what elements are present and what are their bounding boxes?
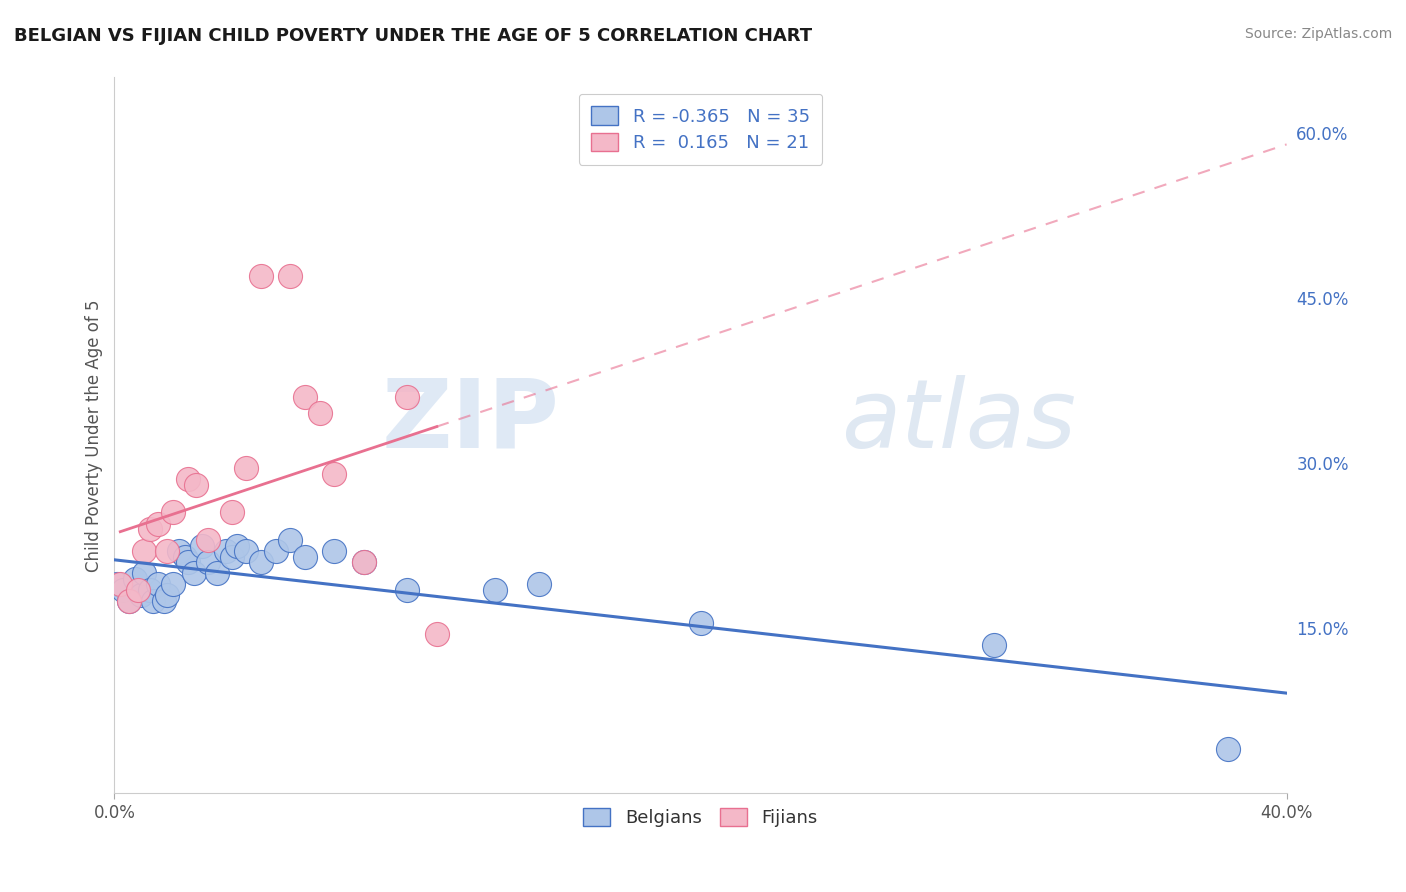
Point — [162, 506, 184, 520]
Point — [226, 539, 249, 553]
Text: ZIP: ZIP — [382, 375, 560, 467]
Point — [529, 577, 551, 591]
Legend: Belgians, Fijians: Belgians, Fijians — [576, 801, 825, 834]
Point — [118, 593, 141, 607]
Point — [176, 555, 198, 569]
Point — [167, 544, 190, 558]
Point — [323, 544, 346, 558]
Point — [250, 268, 273, 283]
Y-axis label: Child Poverty Under the Age of 5: Child Poverty Under the Age of 5 — [86, 299, 103, 572]
Point — [124, 572, 146, 586]
Point — [689, 615, 711, 630]
Point — [191, 539, 214, 553]
Point — [221, 549, 243, 564]
Point — [235, 461, 257, 475]
Point — [105, 577, 128, 591]
Point — [173, 549, 195, 564]
Point — [129, 588, 152, 602]
Point — [278, 268, 301, 283]
Point — [197, 555, 219, 569]
Point — [215, 544, 238, 558]
Point — [186, 478, 208, 492]
Point — [294, 390, 316, 404]
Point — [162, 577, 184, 591]
Point — [112, 582, 135, 597]
Point — [176, 473, 198, 487]
Point — [148, 516, 170, 531]
Point — [153, 593, 176, 607]
Point — [132, 566, 155, 580]
Point — [197, 533, 219, 547]
Point — [278, 533, 301, 547]
Point — [148, 577, 170, 591]
Point — [118, 593, 141, 607]
Text: Source: ZipAtlas.com: Source: ZipAtlas.com — [1244, 27, 1392, 41]
Point — [205, 566, 228, 580]
Point — [156, 544, 179, 558]
Point — [1216, 742, 1239, 756]
Text: BELGIAN VS FIJIAN CHILD POVERTY UNDER THE AGE OF 5 CORRELATION CHART: BELGIAN VS FIJIAN CHILD POVERTY UNDER TH… — [14, 27, 813, 45]
Point — [250, 555, 273, 569]
Point — [353, 555, 375, 569]
Point — [183, 566, 205, 580]
Point — [132, 544, 155, 558]
Text: atlas: atlas — [841, 375, 1076, 467]
Point — [141, 593, 163, 607]
Point — [110, 577, 132, 591]
Point — [294, 549, 316, 564]
Point — [127, 582, 149, 597]
Point — [235, 544, 257, 558]
Point — [484, 582, 506, 597]
Point — [396, 582, 419, 597]
Point — [221, 506, 243, 520]
Point — [138, 582, 160, 597]
Point — [264, 544, 287, 558]
Point — [426, 626, 449, 640]
Point — [323, 467, 346, 481]
Point — [156, 588, 179, 602]
Point — [983, 638, 1005, 652]
Point — [396, 390, 419, 404]
Point — [353, 555, 375, 569]
Point — [138, 522, 160, 536]
Point — [308, 406, 330, 420]
